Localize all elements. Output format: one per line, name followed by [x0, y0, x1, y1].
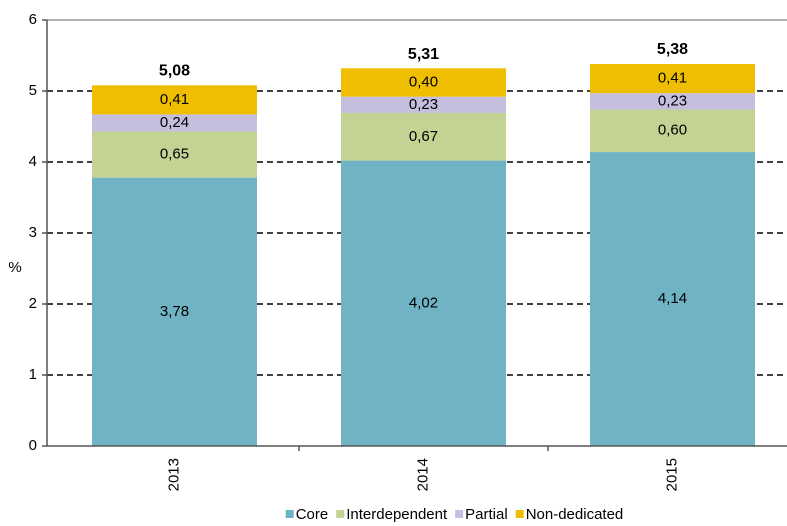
bar-segment: [92, 114, 257, 132]
total-label: 5,08: [159, 63, 190, 80]
legend-label: Non-dedicated: [526, 506, 624, 523]
bar-segment: [92, 131, 257, 178]
legend-swatch: [285, 510, 294, 518]
total-label: 5,31: [408, 46, 439, 63]
bar-segment: [92, 177, 257, 446]
y-tick-label: 4: [29, 153, 37, 170]
value-label: 0,41: [160, 91, 189, 108]
y-tick-label: 3: [29, 224, 37, 241]
x-tick-label: 2014: [414, 458, 431, 491]
bar-segment: [92, 85, 257, 115]
total-label: 5,38: [657, 41, 688, 58]
bar-segment: [341, 96, 506, 114]
legend-swatch: [515, 510, 524, 518]
value-label: 0,65: [160, 146, 189, 163]
bar-segment: [590, 109, 755, 153]
y-tick-label: 0: [29, 437, 37, 454]
bar-segment: [341, 113, 506, 161]
legend: Core Interdependent Partial Non-dedicated: [285, 506, 624, 523]
bar-segment: [341, 160, 506, 446]
value-label: 0,67: [409, 128, 438, 145]
bar-segment: [341, 68, 506, 97]
y-tick-label: 6: [29, 11, 37, 28]
legend-label: Core: [296, 506, 329, 523]
legend-swatch: [336, 510, 345, 518]
y-tick-label: 2: [29, 295, 37, 312]
y-tick-label: 5: [29, 82, 37, 99]
bar-segment: [590, 64, 755, 94]
value-label: 0,24: [160, 114, 189, 131]
value-label: 0,41: [658, 70, 687, 87]
x-tick-label: 2013: [165, 458, 182, 491]
value-label: 3,78: [160, 303, 189, 320]
value-label: 4,02: [409, 294, 438, 311]
x-tick-label: 2015: [663, 458, 680, 491]
legend-label: Partial: [465, 506, 508, 523]
bar-segment: [590, 152, 755, 446]
legend-label: Interdependent: [346, 506, 448, 523]
value-label: 4,14: [658, 290, 687, 307]
value-label: 0,60: [658, 122, 687, 139]
value-label: 0,40: [409, 73, 438, 90]
legend-swatch: [455, 510, 464, 518]
value-label: 0,23: [409, 96, 438, 113]
y-tick-label: 1: [29, 366, 37, 383]
value-label: 0,23: [658, 92, 687, 109]
bar-segment: [590, 93, 755, 110]
y-axis-label: %: [8, 259, 21, 276]
